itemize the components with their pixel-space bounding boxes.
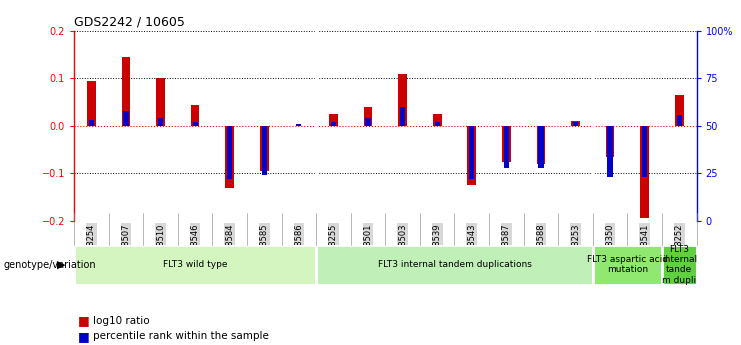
Text: ■: ■	[78, 330, 90, 343]
Bar	[329, 114, 338, 126]
Bar	[87, 81, 96, 126]
Bar	[434, 122, 439, 126]
Bar	[122, 57, 130, 126]
Bar	[365, 118, 370, 126]
Bar	[573, 122, 578, 126]
Bar	[158, 118, 163, 126]
Bar	[642, 126, 647, 177]
Text: genotype/variation: genotype/variation	[4, 260, 96, 270]
Text: ■: ■	[78, 314, 90, 327]
Bar	[260, 126, 268, 171]
Text: GDS2242 / 10605: GDS2242 / 10605	[74, 16, 185, 29]
Bar	[225, 126, 234, 188]
Text: ▶: ▶	[57, 260, 65, 270]
Bar	[538, 126, 543, 168]
Bar	[675, 95, 683, 126]
Bar	[316, 245, 593, 285]
Bar	[227, 126, 232, 179]
Bar	[190, 105, 199, 126]
Bar	[123, 111, 128, 126]
Bar	[677, 115, 682, 126]
Bar	[398, 74, 407, 126]
Bar	[433, 114, 442, 126]
Bar	[330, 122, 336, 126]
Text: percentile rank within the sample: percentile rank within the sample	[93, 332, 268, 341]
Bar	[662, 245, 697, 285]
Bar	[469, 126, 474, 179]
Bar	[504, 126, 509, 168]
Bar	[364, 107, 372, 126]
Bar	[400, 107, 405, 126]
Bar	[593, 245, 662, 285]
Bar	[193, 122, 198, 126]
Bar	[74, 245, 316, 285]
Bar	[502, 126, 511, 161]
Bar	[605, 126, 614, 157]
Text: FLT3 wild type: FLT3 wild type	[163, 260, 227, 269]
Text: FLT3 aspartic acid
mutation: FLT3 aspartic acid mutation	[587, 255, 668, 275]
Bar	[262, 126, 267, 175]
Text: log10 ratio: log10 ratio	[93, 316, 149, 326]
Text: FLT3 internal tandem duplications: FLT3 internal tandem duplications	[378, 260, 531, 269]
Bar	[571, 121, 579, 126]
Bar	[89, 120, 94, 126]
Bar	[296, 124, 302, 126]
Bar	[536, 126, 545, 164]
Bar	[640, 126, 649, 218]
Bar	[156, 79, 165, 126]
Text: FLT3
internal
tande
m dupli: FLT3 internal tande m dupli	[662, 245, 697, 285]
Bar	[608, 126, 613, 177]
Bar	[468, 126, 476, 185]
